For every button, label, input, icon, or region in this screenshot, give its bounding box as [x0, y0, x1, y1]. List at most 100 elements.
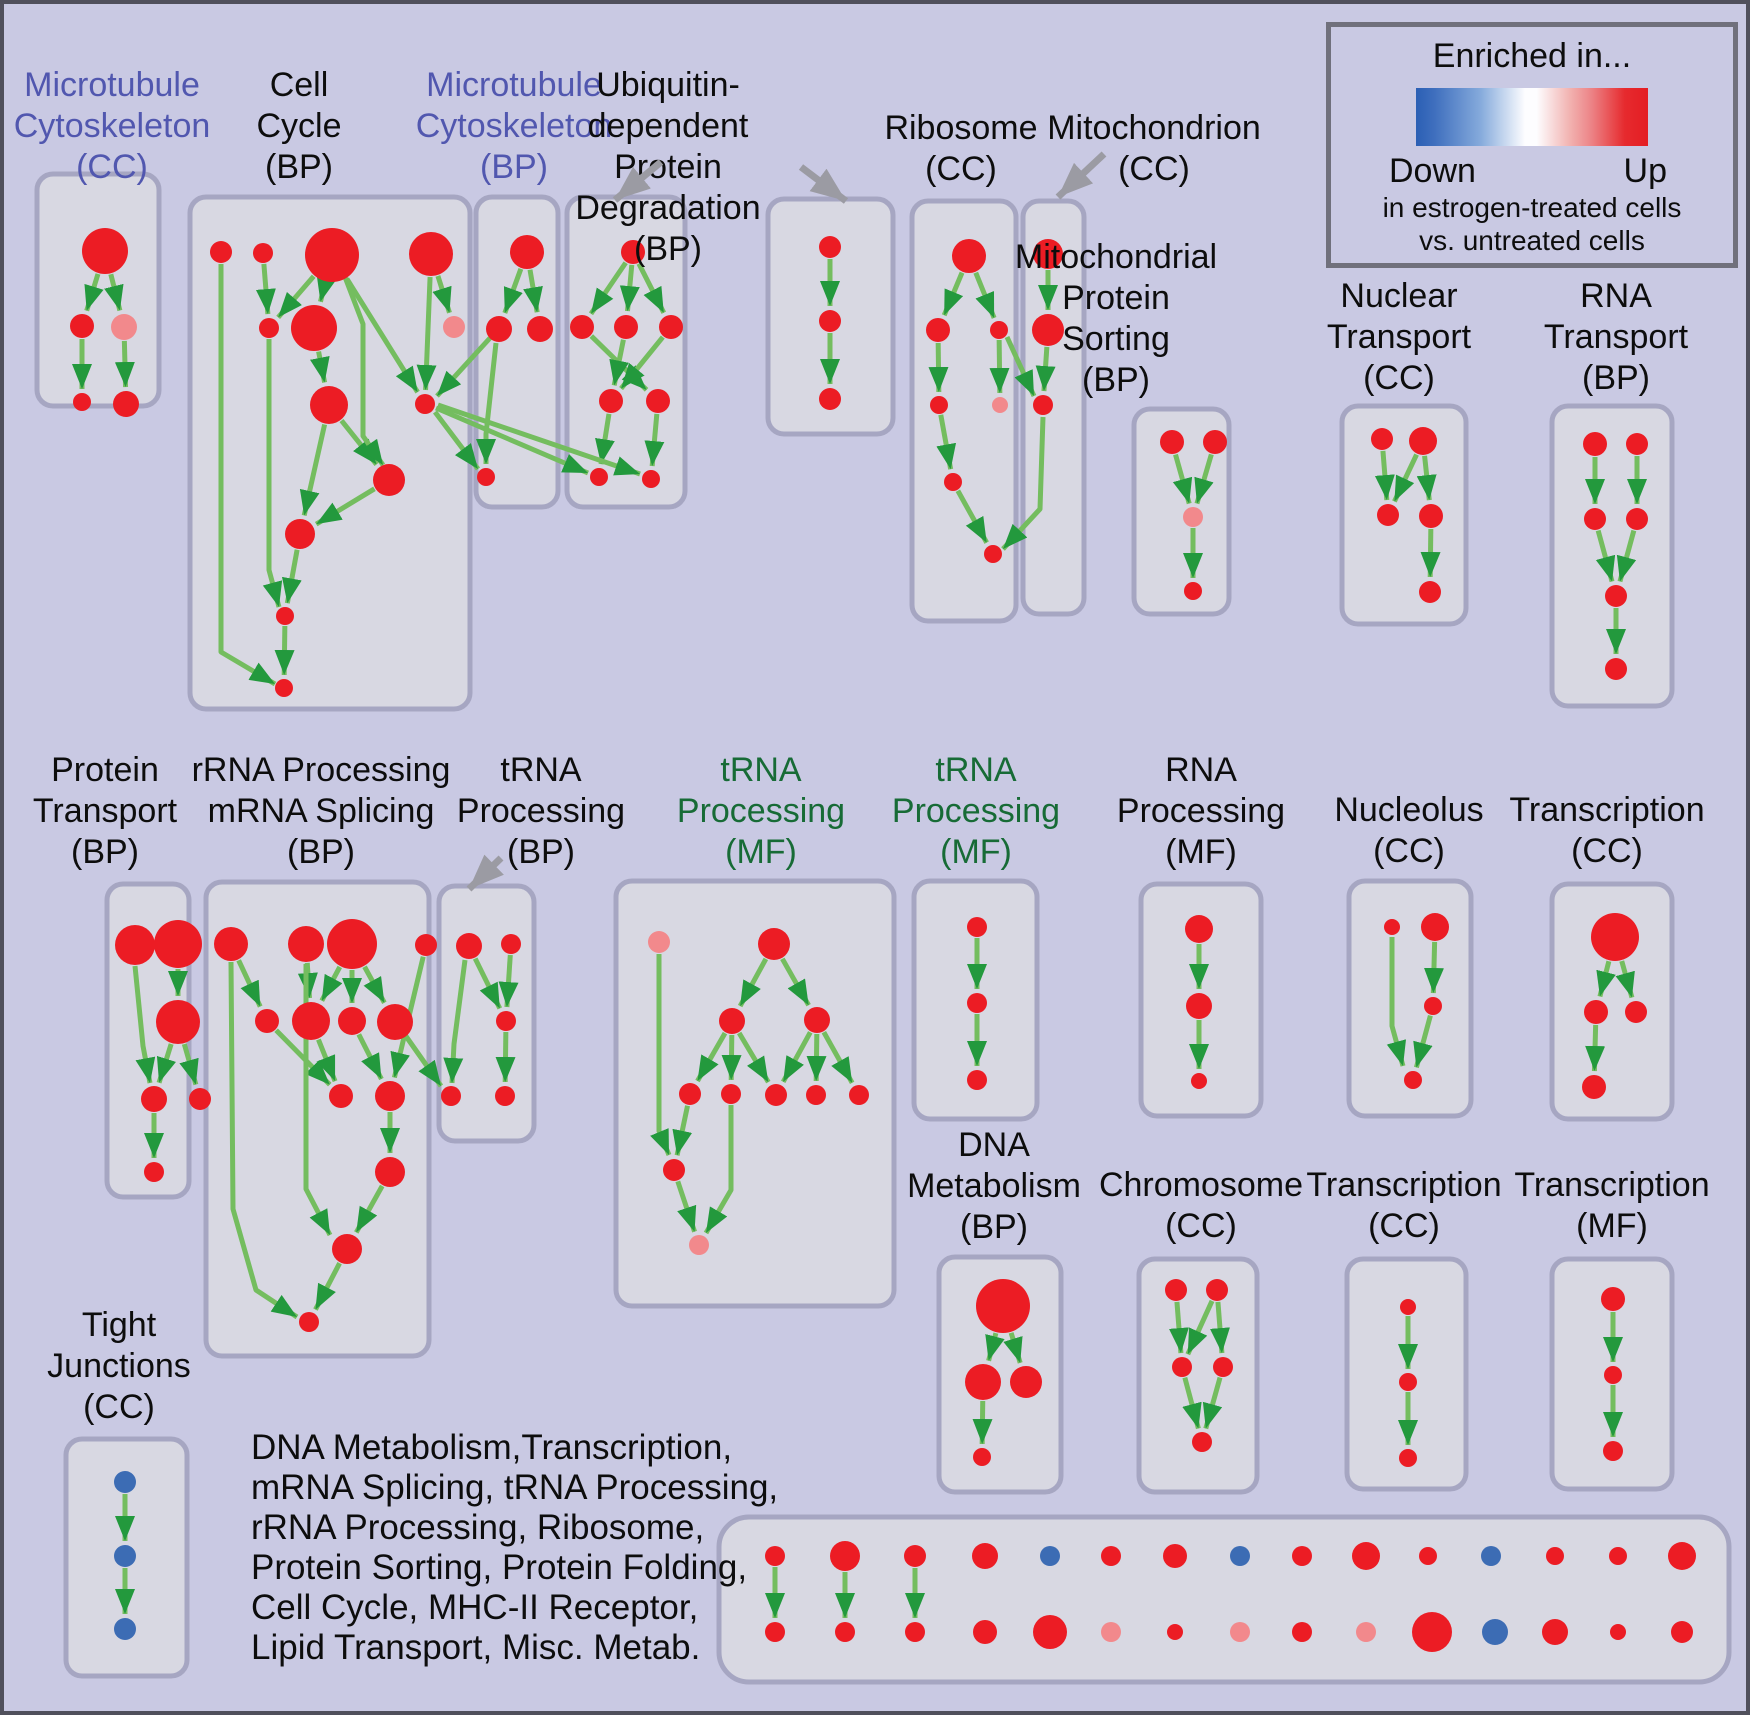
- go-term-node-red: [1399, 1449, 1417, 1467]
- legend-color-gradient: [1416, 88, 1648, 146]
- edge-arrow-transcription-cc: [1585, 1024, 1606, 1072]
- edge-arrow-bent-nucleolus: [1386, 937, 1407, 1067]
- layer-edges: [72, 259, 1647, 1618]
- edge-arrow-ribosome: [928, 342, 949, 393]
- cluster-label-line: Transport: [1544, 318, 1689, 356]
- go-term-node-red: [804, 1007, 830, 1033]
- edge-arrow-cell-cycle: [432, 275, 452, 314]
- go-term-node-blue: [114, 1471, 136, 1493]
- go-term-node-red: [113, 391, 139, 417]
- go-term-node-red: [976, 1279, 1030, 1333]
- cluster-label-line: Mitochondrial: [1015, 238, 1217, 276]
- cluster-label-line: Microtubule: [426, 66, 602, 104]
- go-term-node-red: [944, 473, 962, 491]
- go-term-node-red: [327, 919, 377, 969]
- go-term-node-red: [965, 1364, 1001, 1400]
- go-term-node-red: [819, 236, 841, 258]
- cluster-label-line: Ubiquitin-: [596, 66, 740, 104]
- cluster-label-line: Nucleolus: [1334, 791, 1483, 829]
- go-term-node-red: [659, 315, 683, 339]
- go-term-node-red: [1584, 508, 1606, 530]
- edge-arrow-bent-cell-cycle: [218, 264, 277, 687]
- go-term-node-red: [904, 1545, 926, 1567]
- edge-arrow-trna-processing-mf-large: [675, 1180, 697, 1233]
- go-term-node-red: [849, 1085, 869, 1105]
- edge-arrow-microtubule-bp: [502, 268, 524, 314]
- go-term-node-red: [1010, 1366, 1042, 1398]
- go-term-node-red: [765, 1546, 785, 1566]
- edge-arrow-chromosome: [1182, 1376, 1202, 1430]
- cluster-label-line: (BP): [287, 833, 355, 871]
- go-term-node-red: [1213, 1357, 1233, 1377]
- cluster-label-line: (CC): [1165, 1207, 1237, 1245]
- cluster-label-line: Ribosome: [884, 109, 1037, 147]
- legend-title: Enriched in...: [1432, 37, 1632, 75]
- cluster-label-line: Tight: [82, 1306, 157, 1344]
- cluster-label-protein-transport: Protein Transport (BP): [33, 751, 178, 871]
- cluster-label-microtubule-bp: Microtubule Cytoskeleton (BP): [416, 66, 613, 186]
- cross-cluster-edge-arrow: [435, 405, 589, 476]
- cluster-label-rna-processing-mf: RNA Processing (MF): [1117, 751, 1285, 871]
- edge-arrow-ubiquitin-degradation: [644, 413, 665, 467]
- go-term-node-red: [1377, 504, 1399, 526]
- edge-arrow-cell-cycle: [310, 351, 330, 383]
- go-term-node-red: [144, 1162, 164, 1182]
- cluster-label-line: (CC): [1373, 832, 1445, 870]
- cluster-label-cell-cycle: Cell Cycle (BP): [256, 66, 341, 186]
- edge-arrow-trna-processing-mf-large: [780, 957, 811, 1007]
- go-term-node-red: [305, 228, 359, 282]
- caption-line: Protein Sorting, Protein Folding,: [251, 1548, 748, 1587]
- go-term-node-red: [1192, 1432, 1212, 1452]
- cluster-label-line: (CC): [1363, 359, 1435, 397]
- edge-arrow-bent-rrna-processing-mrna-splicing: [228, 961, 299, 1320]
- cluster-label-line: Mitochondrion: [1047, 109, 1261, 147]
- go-term-node-red: [214, 927, 248, 961]
- go-term-node-red: [1626, 433, 1648, 455]
- edge-arrow-trna-processing-mf-large: [721, 1034, 742, 1081]
- go-term-node-blue: [1481, 1546, 1501, 1566]
- go-term-node-red: [1421, 913, 1449, 941]
- go-term-node-red: [1626, 508, 1648, 530]
- go-term-node-red: [332, 1234, 362, 1264]
- go-term-node-red: [967, 993, 987, 1013]
- go-term-node-red: [1186, 993, 1212, 1019]
- go-term-node-red: [1404, 1071, 1422, 1089]
- cluster-label-ubiquitin-degradation: Ubiquitin-dependent Protein Degradation (BP…: [575, 66, 760, 268]
- go-term-node-red: [82, 228, 128, 274]
- label-pointer-arrow: [612, 159, 664, 203]
- go-term-node-red: [758, 928, 790, 960]
- go-term-node-red: [930, 396, 948, 414]
- cluster-box-chromosome: [1136, 1256, 1260, 1495]
- go-term-node-red: [1032, 314, 1064, 346]
- go-term-node-red: [510, 235, 544, 269]
- edge-arrow-nucleolus: [1423, 941, 1444, 994]
- go-term-node-pink: [992, 397, 1008, 413]
- edge-arrow-trna-processing-mf-large: [781, 1031, 813, 1084]
- cluster-label-line: (BP): [507, 833, 575, 871]
- go-term-node-blue: [1482, 1619, 1508, 1645]
- legend-subtitle-1: in estrogen-treated cells: [1382, 192, 1682, 223]
- legend-down-label: Down: [1389, 152, 1476, 190]
- go-term-node-red: [1399, 1373, 1417, 1391]
- cluster-label-nucleolus: Nucleolus (CC): [1334, 791, 1483, 870]
- cluster-label-line: mRNA Splicing: [208, 792, 435, 830]
- go-term-node-red: [984, 545, 1002, 563]
- cluster-label-line: Transcription: [1514, 1166, 1709, 1204]
- cluster-box-transcription-cc: [1549, 881, 1675, 1122]
- cluster-label-line: (BP): [1582, 359, 1650, 397]
- go-term-node-red: [154, 920, 202, 968]
- edge-arrow-rna-transport: [1616, 529, 1637, 583]
- cluster-label-transcription-cc: Transcription (CC): [1509, 791, 1704, 870]
- go-term-node-red: [1191, 1073, 1207, 1089]
- legend-up-label: Up: [1623, 152, 1667, 190]
- cluster-label-line: Cell: [270, 66, 329, 104]
- cluster-label-line: Cycle: [256, 107, 341, 145]
- edge-arrow-cell-cycle: [276, 274, 316, 320]
- cluster-label-line: Transport: [33, 792, 178, 830]
- go-term-node-red: [285, 519, 315, 549]
- cluster-label-line: (CC): [1368, 1207, 1440, 1245]
- edge-arrow-microtubule-cc: [104, 273, 124, 312]
- go-term-node-red: [375, 1081, 405, 1111]
- cluster-label-line: tRNA: [935, 751, 1017, 789]
- edge-arrow-rna-transport: [1595, 529, 1616, 583]
